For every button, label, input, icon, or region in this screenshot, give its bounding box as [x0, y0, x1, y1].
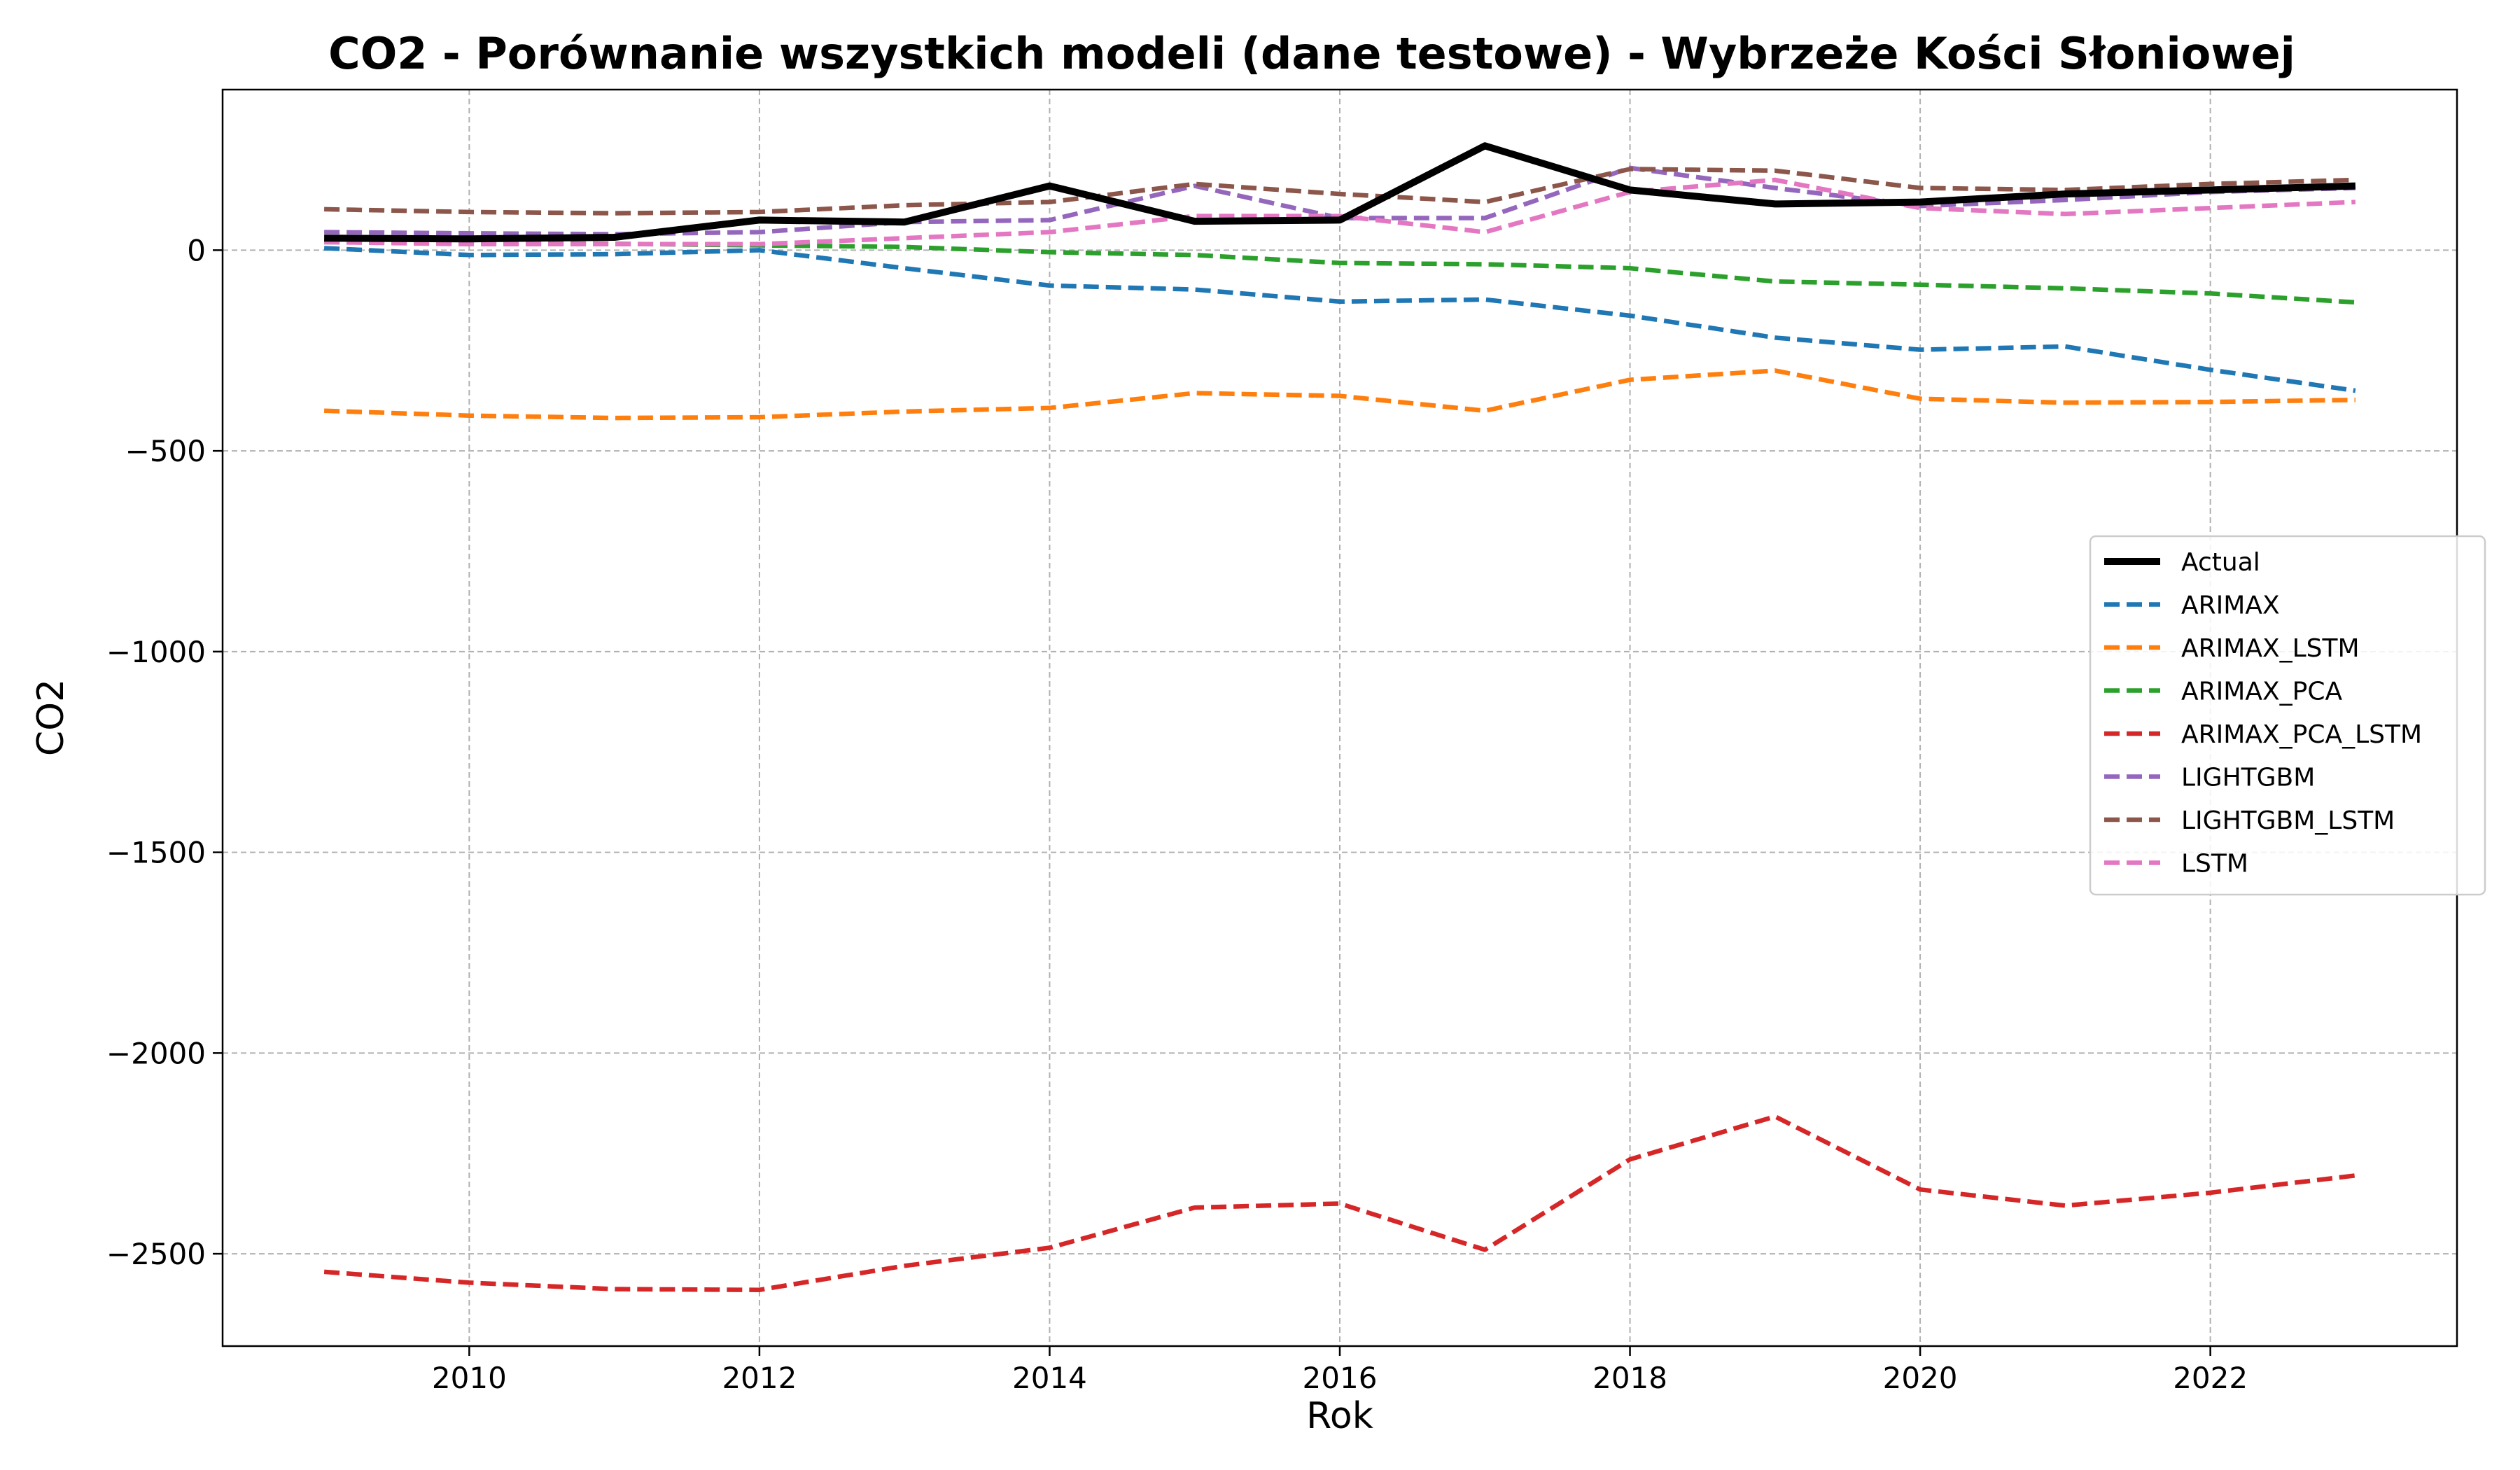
y-tick-label: −2500 — [106, 1237, 206, 1271]
legend-label-lightgbm: LIGHTGBM — [2181, 764, 2315, 792]
x-tick-label: 2022 — [2173, 1361, 2248, 1395]
x-tick-label: 2014 — [1012, 1361, 1087, 1395]
y-tick-label: −2000 — [106, 1036, 206, 1070]
series-lines — [323, 142, 2356, 1292]
series-line-actual — [324, 142, 2356, 243]
x-axis-label: Rok — [1306, 1395, 1373, 1437]
legend-label-arimax-pca: ARIMAX_PCA — [2181, 678, 2342, 706]
x-tick-label: 2010 — [432, 1361, 507, 1395]
legend-box — [2089, 535, 2486, 896]
series-line-lstm — [324, 177, 2356, 247]
grid — [223, 90, 2457, 1346]
legend-label-lightgbm-lstm: LIGHTGBM_LSTM — [2181, 806, 2395, 835]
y-axis-ticks: 0 −500 −1000 −1500 −2000 −2500 — [106, 233, 223, 1271]
legend-label-lstm: LSTM — [2181, 850, 2248, 878]
y-tick-label: −1000 — [106, 635, 206, 669]
y-tick-label: 0 — [187, 233, 206, 267]
series-line-arimax-pca-lstm — [323, 1114, 2356, 1292]
legend-label-arimax-pca-lstm: ARIMAX_PCA_LSTM — [2181, 720, 2422, 749]
series-line-arimax — [323, 246, 2356, 393]
y-tick-label: −1500 — [106, 836, 206, 870]
series-line-arimax-lstm — [323, 368, 2356, 421]
x-tick-label: 2018 — [1592, 1361, 1667, 1395]
x-tick-label: 2012 — [722, 1361, 797, 1395]
legend-label-arimax-lstm: ARIMAX_LSTM — [2181, 634, 2360, 663]
legend-label-actual: Actual — [2181, 548, 2260, 577]
legend: Actual ARIMAX ARIMAX_LSTM ARIMAX_PCA ARIMAX_… — [2089, 535, 2486, 896]
y-tick-label: −500 — [125, 434, 206, 468]
chart-title: CO2 - Porównanie wszystkich modeli (dane… — [328, 28, 2295, 79]
x-axis-ticks: 2010 2012 2014 2016 2018 2020 2022 — [432, 1346, 2248, 1395]
series-line-lightgbm-lstm — [324, 167, 2356, 216]
x-tick-label: 2020 — [1883, 1361, 1958, 1395]
y-axis-label: CO2 — [30, 679, 72, 756]
legend-label-arimax: ARIMAX — [2181, 592, 2280, 620]
x-tick-label: 2016 — [1303, 1361, 1378, 1395]
